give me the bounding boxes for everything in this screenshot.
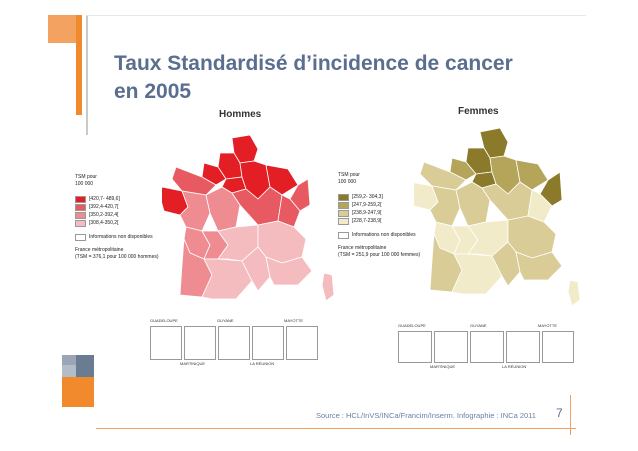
- region-paca: [265, 256, 313, 286]
- inset-map: [434, 331, 468, 363]
- inset-map: [470, 331, 504, 363]
- inset-map: [286, 326, 318, 360]
- inset-label: LA RÉUNION: [502, 364, 527, 369]
- region-pays-de-la-loire: [179, 190, 211, 232]
- region-midi-pyrenees: [201, 258, 253, 300]
- legend-header-unit: 100 000: [75, 181, 94, 187]
- legend-metro-label: France métropolitaine: [75, 247, 124, 253]
- legend-item: [392,4-420,7[: [75, 203, 159, 211]
- legend-hommes: TSM pour 100 000 [420,7- 489,6] [392,4-4…: [75, 174, 159, 261]
- legend-item: [247,9-259,2[: [338, 201, 420, 209]
- inset-label: GUADELOUPE: [398, 323, 426, 328]
- region-corse: [321, 272, 335, 302]
- inset-label: MAYOTTE: [538, 323, 558, 328]
- inset-label: GUYANE: [217, 318, 234, 323]
- legend-item-na: Informations non disponibles: [75, 233, 159, 241]
- region-midi-pyrenees: [451, 253, 503, 295]
- panel-title-hommes: Hommes: [219, 109, 262, 120]
- region-lorraine: [265, 164, 299, 196]
- legend-metro-label: France métropolitaine: [338, 245, 387, 251]
- slide-title-line2: en 2005: [114, 80, 192, 103]
- decor-orange-bar: [76, 15, 82, 115]
- inset-map: [542, 331, 574, 363]
- inset-label: MARTINIQUE: [180, 361, 206, 366]
- legend-header-unit: 100 000: [338, 179, 357, 185]
- region-franche-comte: [527, 189, 553, 223]
- legend-item: [228,7-238,9[: [338, 217, 420, 225]
- legend-femmes: TSM pour 100 000 [259,2- 304,3] [247,9-2…: [338, 172, 420, 259]
- decor-vertical-rule: [86, 15, 88, 135]
- panel-title-femmes: Femmes: [458, 106, 499, 117]
- overseas-insets-hommes: GUADELOUPE GUYANE MAYOTTE MARTINIQUE LA …: [150, 318, 325, 368]
- region-lorraine: [515, 159, 549, 191]
- legend-item-na: Informations non disponibles: [338, 231, 420, 239]
- legend-item: [259,2- 304,3]: [338, 193, 420, 201]
- region-alsace: [289, 178, 311, 212]
- map-france-femmes: [414, 128, 581, 307]
- page-number: 7: [556, 406, 563, 420]
- region-pays-de-la-loire: [429, 185, 461, 227]
- legend-item: [308,4-350,2[: [75, 219, 159, 227]
- legend-item: [350,2-392,4[: [75, 211, 159, 219]
- inset-label: MARTINIQUE: [430, 364, 456, 369]
- legend-item: [238,9-247,9[: [338, 209, 420, 217]
- slide-title: Taux Standardisé d’incidence de cancer e…: [114, 50, 574, 106]
- source-caption: Source : HCL/InVS/INCa/Francim/Inserm. I…: [316, 411, 536, 420]
- region-alsace: [539, 171, 563, 207]
- inset-map: [398, 331, 432, 363]
- slide-title-line1: Taux Standardisé d’incidence de cancer: [114, 52, 513, 75]
- region-franche-comte: [277, 194, 301, 228]
- inset-map: [150, 326, 182, 360]
- decor-top-rule: [86, 15, 586, 16]
- map-france-hommes: [162, 135, 335, 302]
- region-centre: [455, 181, 491, 227]
- region-haute-normandie: [449, 157, 477, 181]
- inset-label: GUYANE: [470, 323, 487, 328]
- region-paca: [515, 251, 563, 281]
- region-centre: [205, 186, 241, 232]
- inset-map: [506, 331, 540, 363]
- inset-map: [184, 326, 216, 360]
- footer-divider: [570, 395, 571, 435]
- legend-metro-value: (TSM = 376,1 pour 100 000 hommes): [75, 254, 159, 260]
- legend-header: TSM pour: [338, 172, 360, 178]
- inca-logo: [62, 355, 94, 407]
- legend-metro-value: (TSM = 251,9 pour 100 000 femmes): [338, 252, 421, 258]
- legend-item: [420,7- 489,6]: [75, 195, 159, 203]
- region-haute-normandie: [201, 162, 227, 186]
- legend-header: TSM pour: [75, 174, 97, 180]
- inset-label: LA RÉUNION: [250, 361, 275, 366]
- region-corse: [567, 279, 581, 307]
- footer-rule: [96, 428, 576, 429]
- inset-map: [252, 326, 284, 360]
- inset-map: [218, 326, 250, 360]
- inset-label: MAYOTTE: [284, 318, 304, 323]
- inset-label: GUADELOUPE: [150, 318, 178, 323]
- overseas-insets-femmes: GUADELOUPE GUYANE MAYOTTE MARTINIQUE LA …: [398, 323, 574, 373]
